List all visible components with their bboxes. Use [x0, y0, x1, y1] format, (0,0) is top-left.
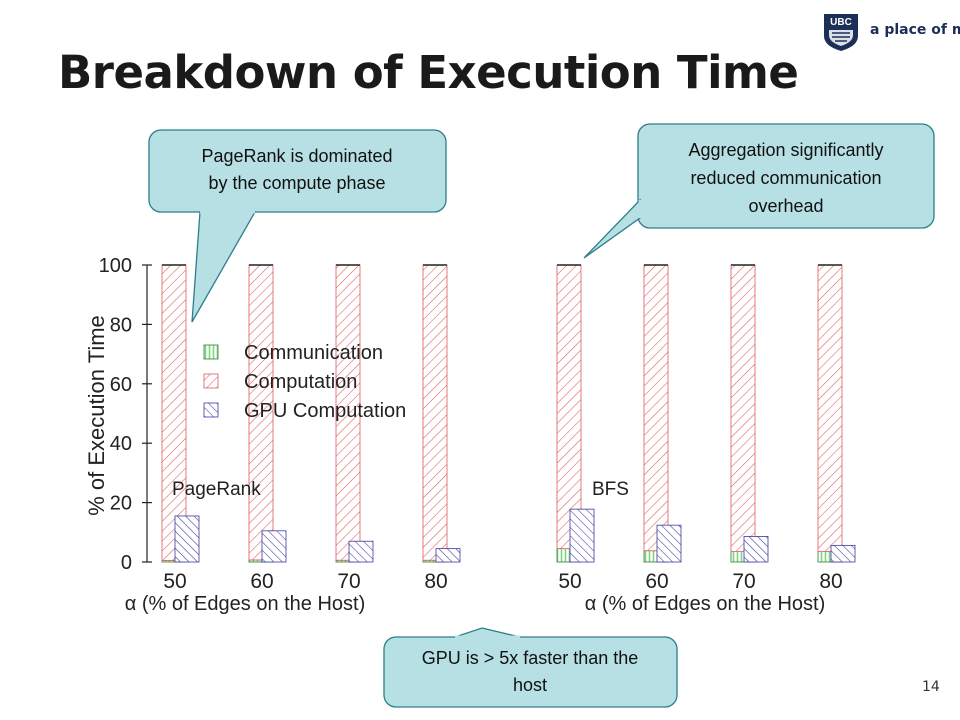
bar-gpu-computation [830, 544, 856, 563]
y-tick-label: 40 [110, 433, 132, 455]
callout-box [383, 636, 678, 708]
x-tick-label: 80 [424, 570, 447, 593]
y-tick-label: 80 [110, 314, 132, 336]
ubc-shield-icon: UBC [824, 14, 858, 51]
y-tick-label: 0 [121, 552, 132, 574]
y-tick-label: 60 [110, 374, 132, 396]
callout-pointer [191, 211, 257, 323]
callout-text-line: Aggregation significantly [688, 140, 883, 160]
legend-swatch [203, 344, 219, 360]
callout-text-line: overhead [748, 196, 823, 216]
chart-title: PageRank [172, 479, 261, 500]
callout-text-line: PageRank is dominated [201, 146, 392, 166]
bar-gpu-computation [743, 536, 769, 563]
bar-gpu-computation [569, 508, 595, 563]
x-tick-label: 60 [250, 570, 273, 593]
page-title: Breakdown of Execution Time [58, 46, 799, 99]
legend-label: GPU Computation [244, 400, 406, 422]
x-tick-label: 70 [732, 570, 755, 593]
bar-computation [422, 264, 448, 561]
legend-label: Communication [244, 342, 383, 364]
x-axis-label: α (% of Edges on the Host) [585, 593, 826, 615]
x-axis-label: α (% of Edges on the Host) [125, 593, 366, 615]
callout-text-line: GPU is > 5x faster than the [422, 648, 639, 668]
logo-abbr: UBC [830, 17, 852, 28]
callout-text-line: by the compute phase [208, 173, 385, 193]
bar-computation [643, 264, 669, 552]
bar-computation [730, 264, 756, 553]
legend-label: Computation [244, 371, 357, 393]
y-tick-label: 20 [110, 493, 132, 515]
bar-gpu-computation [656, 524, 682, 563]
bar-computation [248, 264, 274, 561]
bar-gpu-computation [174, 515, 200, 563]
callout-text-line: reduced communication [690, 168, 881, 188]
x-tick-label: 50 [163, 570, 186, 593]
bar-computation [161, 264, 187, 561]
x-tick-label: 80 [819, 570, 842, 593]
callout-pagerank-note: PageRank is dominated by the compute phas… [148, 129, 447, 323]
callout-text-line: host [513, 675, 547, 695]
callout-box [637, 123, 935, 229]
bar-gpu-computation [348, 540, 374, 563]
x-tick-label: 60 [645, 570, 668, 593]
chart-pagerank: 0 20 40 60 80 100 % of Execution Time 50 60 70 80 α… [84, 255, 461, 615]
y-tick-label: 100 [99, 255, 132, 277]
bar-computation [556, 264, 582, 550]
x-tick-label: 50 [558, 570, 581, 593]
x-tick-label: 70 [337, 570, 360, 593]
chart-title: BFS [592, 479, 629, 500]
chart-bfs: 50 60 70 80α (% of Edges on the Host) BFS [556, 264, 856, 615]
legend-swatch [203, 402, 219, 418]
callout-aggregation-note: Aggregation significantly reduced communi… [583, 123, 935, 259]
ubc-logo: UBC a place of mind [822, 12, 960, 54]
y-axis-label: % of Execution Time [84, 315, 109, 516]
callout-gpu-note: GPU is > 5x faster than the host [383, 627, 678, 708]
logo-tagline: a place of mind [870, 22, 960, 38]
callout-box [148, 129, 447, 213]
legend-swatch [203, 373, 219, 389]
bar-gpu-computation [435, 548, 461, 563]
page-number: 14 [922, 679, 940, 695]
bar-gpu-computation [261, 530, 287, 563]
legend: Communication Computation GPU Computation [203, 342, 406, 422]
bar-computation [817, 264, 843, 553]
callout-pointer [583, 198, 641, 259]
